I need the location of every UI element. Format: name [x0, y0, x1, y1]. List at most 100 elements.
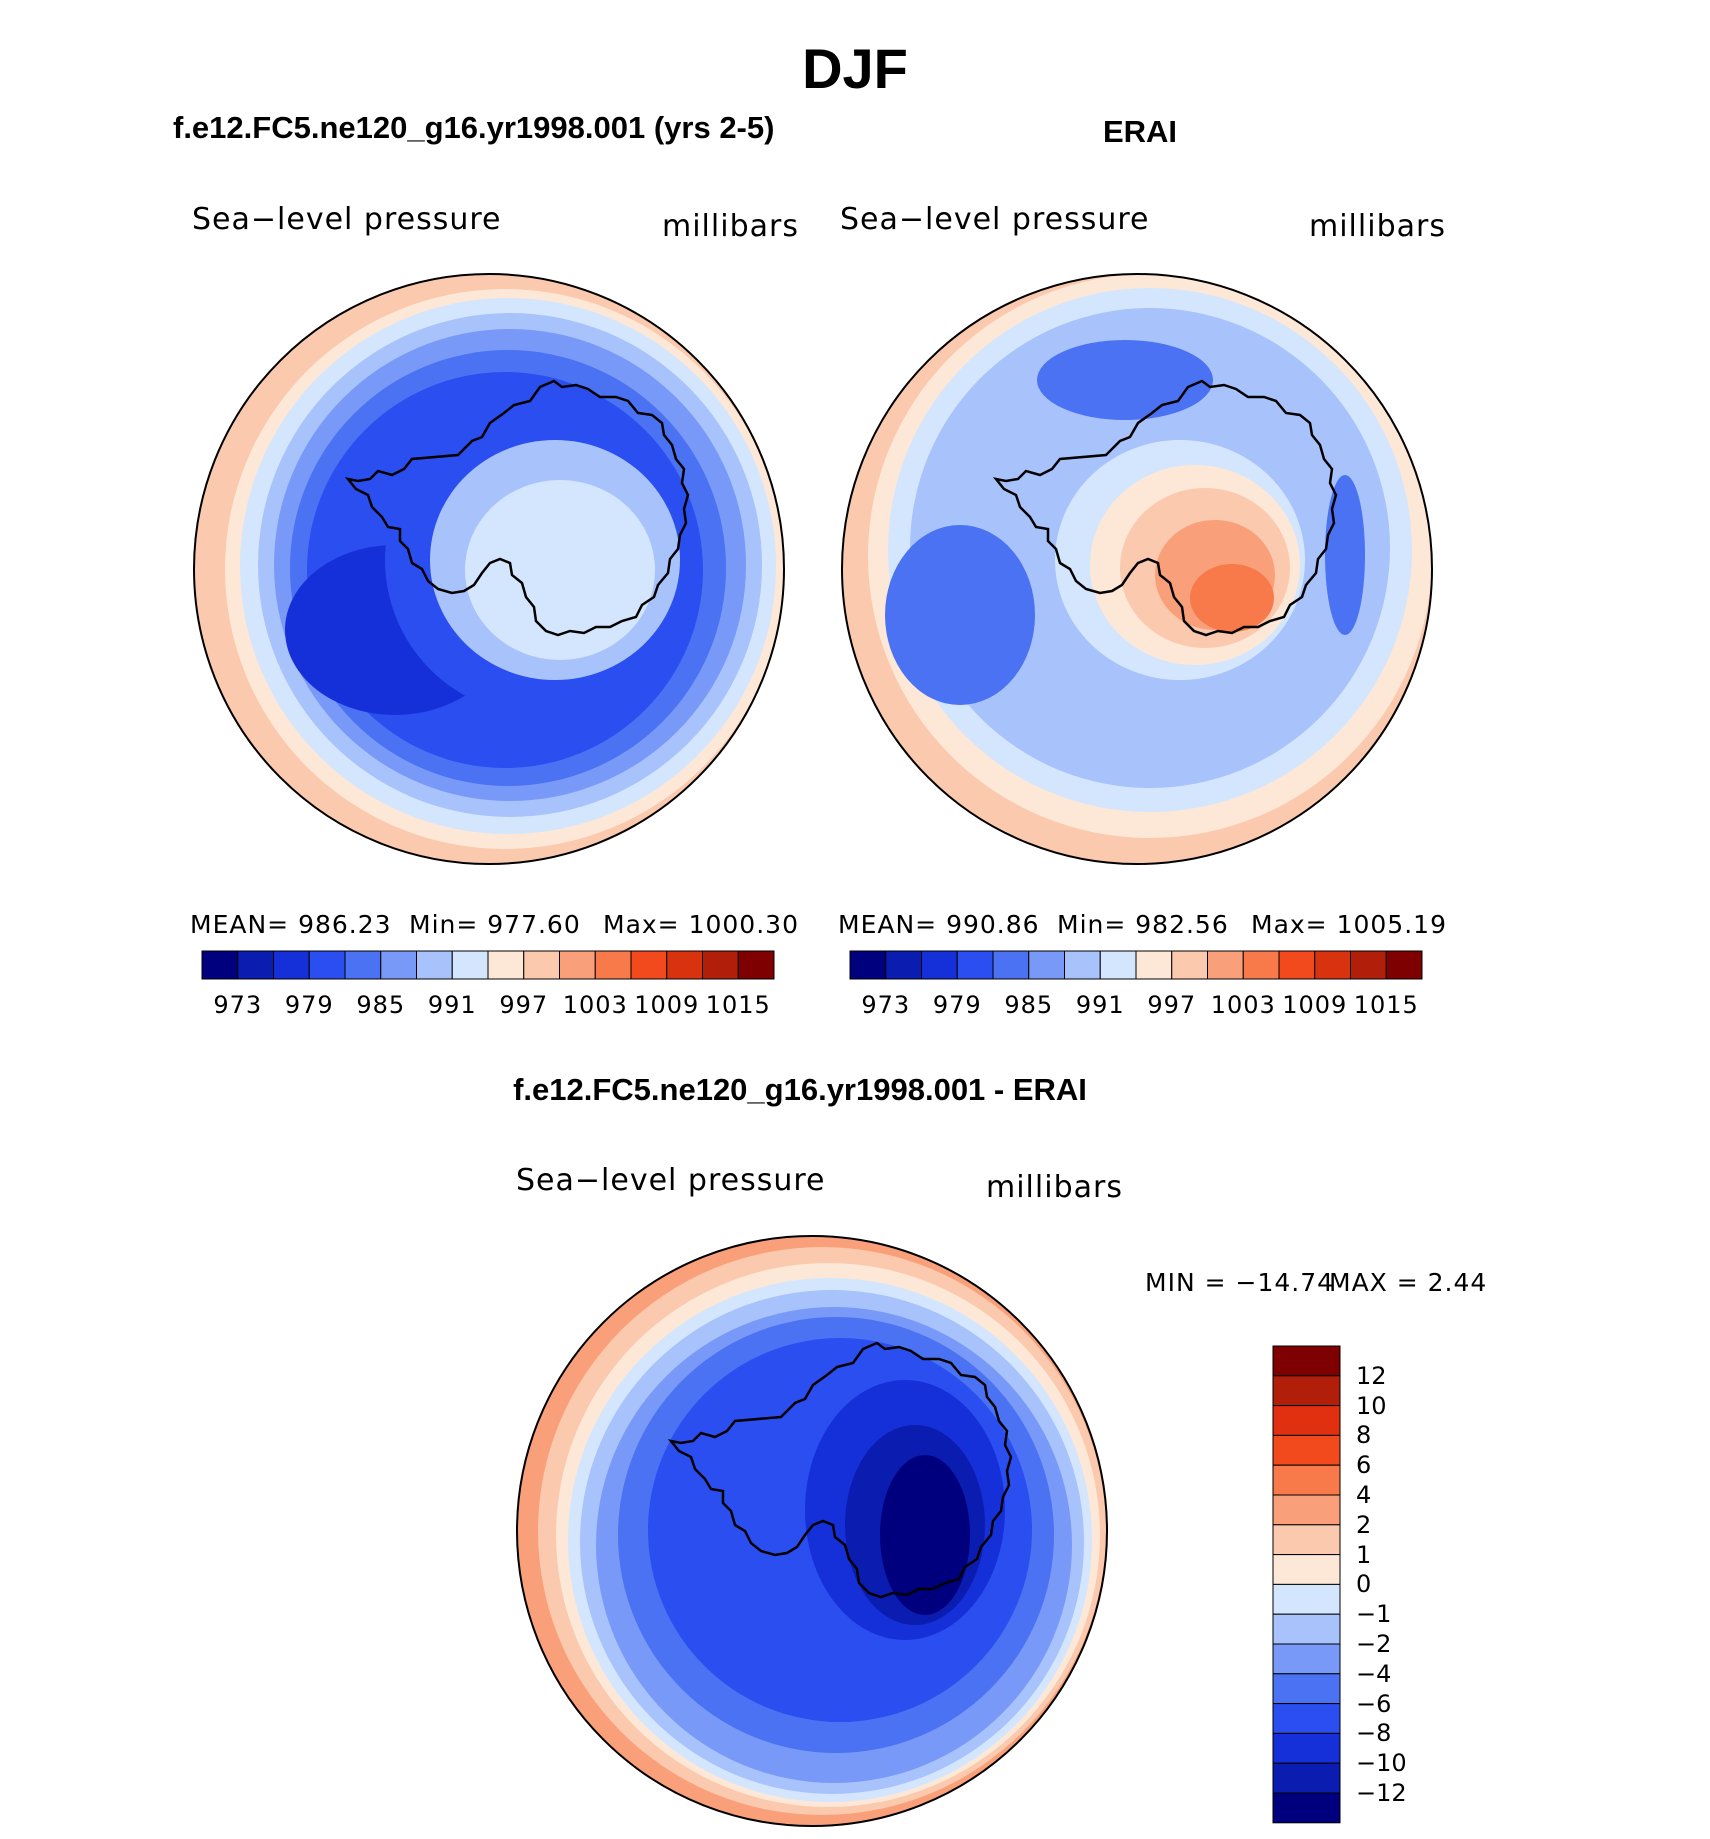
- panel-2-mean: MEAN= 990.86: [838, 910, 1040, 939]
- colorbar-swatch: [1171, 950, 1208, 980]
- colorbar-tick-label: 1003: [1210, 991, 1276, 1019]
- colorbar-swatch: [1272, 1762, 1341, 1794]
- colorbar-swatch: [921, 950, 958, 980]
- colorbar-tick-label: −4: [1356, 1659, 1392, 1688]
- panel-1-min: Min= 977.60: [409, 910, 581, 939]
- abs-colorbar-1: [201, 950, 775, 980]
- colorbar-swatch: [1099, 950, 1137, 980]
- colorbar-swatch: [308, 950, 346, 980]
- colorbar-swatch: [1272, 1554, 1341, 1585]
- colorbar-swatch: [1272, 1464, 1341, 1496]
- panel-3-max: MAX = 2.44: [1329, 1268, 1487, 1297]
- colorbar-tick-label: 2: [1356, 1510, 1372, 1539]
- colorbar-swatch: [416, 950, 453, 980]
- colorbar-tick-label: 1015: [1353, 991, 1419, 1019]
- figure-title: DJF: [802, 37, 908, 100]
- colorbar-tick-label: 8: [1356, 1421, 1372, 1450]
- colorbar-swatch: [1272, 1643, 1341, 1675]
- colorbar-tick-label: 991: [427, 991, 477, 1019]
- colorbar-tick-label: 1: [1356, 1540, 1372, 1569]
- panel-3-title: f.e12.FC5.ne120_g16.yr1998.001 - ERAI: [513, 1072, 1087, 1107]
- colorbar-swatch: [487, 950, 525, 980]
- panel-1-variable-label: Sea−level pressure: [192, 202, 502, 237]
- colorbar-swatch: [702, 950, 739, 980]
- colorbar-swatch: [992, 950, 1030, 980]
- panel-2-map-border: [841, 273, 1433, 865]
- colorbar-tick-label: −6: [1356, 1689, 1392, 1718]
- colorbar-tick-label: 12: [1356, 1361, 1387, 1390]
- colorbar-swatch: [849, 950, 887, 980]
- colorbar-tick-label: −12: [1356, 1779, 1407, 1807]
- colorbar-swatch: [1272, 1345, 1341, 1377]
- colorbar-swatch: [1272, 1673, 1341, 1705]
- diff-colorbar: [1272, 1345, 1341, 1824]
- panel-1-map-border: [193, 273, 785, 865]
- panel-3-min: MIN = −14.74: [1145, 1268, 1334, 1297]
- panel-3-map: [517, 1236, 1107, 1826]
- colorbar-swatch: [1242, 950, 1280, 980]
- mean-value: 986.23: [298, 910, 392, 939]
- panel-3-low-core: [880, 1455, 970, 1615]
- colorbar-tick-label: 979: [932, 991, 982, 1019]
- colorbar-swatch: [1272, 1732, 1341, 1764]
- diff-colorbar-labels: 12 10 8 6 4 2 1 0 −1 −2 −4 −6 −8 −10 −12: [1356, 0, 1436, 1839]
- panel-3-map-border: [516, 1235, 1108, 1827]
- panel-2-units-label: millibars: [1309, 209, 1446, 244]
- colorbar-swatch: [737, 950, 775, 980]
- colorbar-swatch: [1272, 1613, 1341, 1645]
- abs-colorbar-labels-1: 973 979 985 991 997 1003 1009 1015: [0, 991, 1710, 1021]
- panel-2-low-east: [1325, 475, 1365, 635]
- colorbar-tick-label: 10: [1356, 1391, 1387, 1420]
- colorbar-tick-label: −2: [1356, 1630, 1392, 1658]
- colorbar-swatch: [594, 950, 632, 980]
- colorbar-swatch: [1385, 950, 1423, 980]
- max-value: 2.44: [1427, 1268, 1488, 1297]
- colorbar-swatch: [380, 950, 417, 980]
- colorbar-tick-label: 991: [1075, 991, 1125, 1019]
- colorbar-tick-label: 997: [499, 991, 549, 1019]
- panel-1-title: f.e12.FC5.ne120_g16.yr1998.001 (yrs 2-5): [173, 110, 775, 145]
- panel-3-units-label: millibars: [986, 1170, 1123, 1205]
- colorbar-swatch: [1314, 950, 1351, 980]
- colorbar-tick-label: 6: [1356, 1451, 1372, 1480]
- colorbar-tick-label: 1009: [634, 991, 700, 1019]
- mean-label: MEAN=: [190, 910, 290, 939]
- colorbar-swatch: [237, 950, 274, 980]
- min-label: Min=: [409, 910, 479, 939]
- colorbar-tick-label: 985: [356, 991, 406, 1019]
- colorbar-swatch: [1272, 1375, 1341, 1407]
- colorbar-tick-label: 4: [1356, 1481, 1372, 1509]
- panel-1-plateau-inner: [465, 480, 655, 660]
- panel-2-low-north: [1037, 340, 1213, 420]
- colorbar-tick-label: 973: [861, 991, 911, 1019]
- min-label: MIN =: [1145, 1268, 1227, 1297]
- panel-1-mean: MEAN= 986.23: [190, 910, 392, 939]
- max-label: Max=: [1251, 910, 1328, 939]
- colorbar-tick-label: 0: [1356, 1570, 1372, 1599]
- panel-2-title: ERAI: [1102, 114, 1178, 149]
- min-value: −14.74: [1235, 1268, 1335, 1297]
- colorbar-swatch: [1272, 1703, 1341, 1734]
- colorbar-swatch: [956, 950, 994, 980]
- panel-2-map: [842, 274, 1432, 864]
- panel-2-max: Max= 1005.19: [1251, 910, 1447, 939]
- colorbar-swatch: [1272, 1792, 1341, 1824]
- abs-colorbar-2: [849, 950, 1423, 980]
- max-value: 1000.30: [688, 910, 799, 939]
- panel-1-max: Max= 1000.30: [603, 910, 799, 939]
- colorbar-swatch: [1272, 1524, 1341, 1556]
- colorbar-swatch: [1135, 950, 1173, 980]
- colorbar-swatch: [1278, 950, 1316, 980]
- mean-value: 990.86: [946, 910, 1040, 939]
- panel-3-variable-label: Sea−level pressure: [516, 1163, 826, 1198]
- colorbar-swatch: [344, 950, 382, 980]
- abs-colorbar-labels-2: 973 979 985 991 997 1003 1009 1015: [0, 991, 1710, 1021]
- colorbar-tick-label: −10: [1356, 1749, 1407, 1778]
- max-label: Max=: [603, 910, 680, 939]
- panel-1-map: [194, 274, 784, 864]
- colorbar-tick-label: 979: [284, 991, 334, 1019]
- colorbar-tick-label: 973: [213, 991, 263, 1019]
- colorbar-swatch: [273, 950, 310, 980]
- colorbar-tick-label: 1015: [705, 991, 771, 1019]
